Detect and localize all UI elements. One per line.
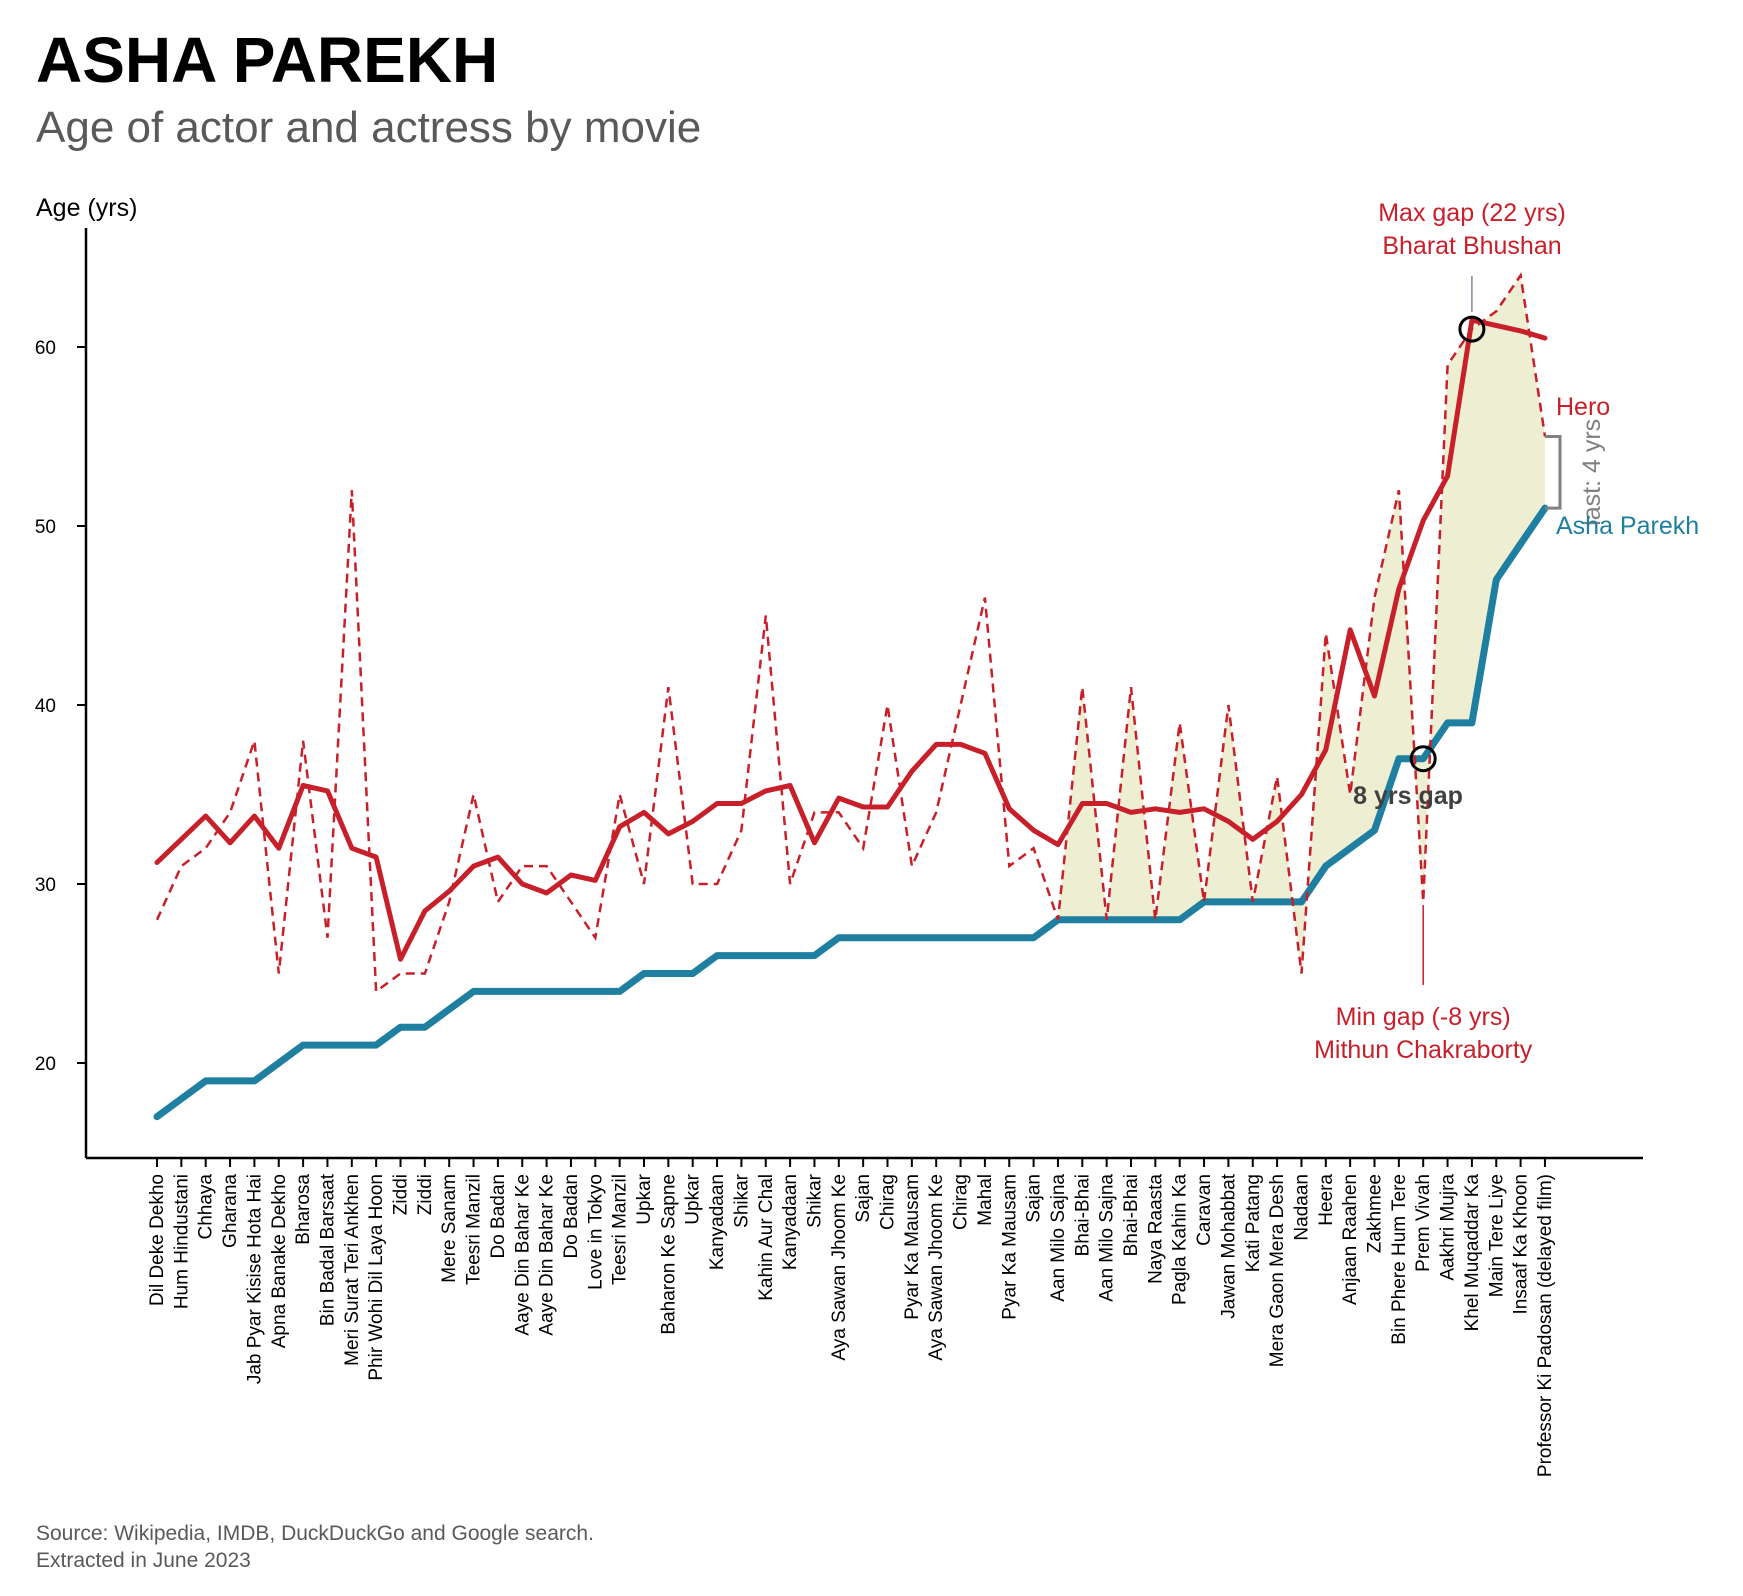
x-tick-label: Hum Hindustani — [171, 1174, 192, 1309]
y-tick-label: 40 — [35, 696, 56, 717]
chart-title: ASHA PAREKH — [36, 24, 498, 96]
x-tick-label: Gharana — [220, 1174, 241, 1248]
gap-label: 8 yrs gap — [1353, 782, 1463, 810]
x-tick-label: Chhaya — [196, 1174, 217, 1240]
gap-fill-layer — [1058, 275, 1545, 974]
x-tick-label: Shikar — [805, 1173, 826, 1228]
x-tick-label: Kanyadaan — [780, 1174, 801, 1270]
y-tick-label: 30 — [35, 875, 56, 896]
x-tick-label: Aan Milo Sajna — [1048, 1174, 1069, 1302]
chart-subtitle: Age of actor and actress by movie — [36, 103, 701, 152]
x-tick-label: Teesri Manzil — [464, 1174, 485, 1285]
x-tick-label: Main Tere Liye — [1486, 1174, 1507, 1297]
last-gap-label: last: 4 yrs — [1578, 419, 1606, 526]
x-tick-label: Mahal — [975, 1174, 996, 1226]
x-tick-label: Upkar — [634, 1173, 655, 1224]
x-tick-label: Sajan — [853, 1174, 874, 1223]
x-tick-label: Sajan — [1024, 1174, 1045, 1223]
x-tick-label: Chirag — [951, 1174, 972, 1230]
x-tick-label: Baharon Ke Sapne — [658, 1174, 679, 1335]
min-gap-name: Mithun Chakraborty — [1314, 1036, 1533, 1064]
x-tick-label: Khel Muqaddar Ka — [1462, 1174, 1483, 1332]
x-tick-label: Dil Deke Dekho — [147, 1174, 168, 1306]
x-tick-label: Anjaan Raahen — [1340, 1174, 1361, 1305]
annotations: Max gap (22 yrs) Bharat Bhushan Min gap (-… — [1314, 199, 1699, 1064]
x-tick-label: Bhai-Bhai — [1072, 1174, 1093, 1256]
x-tick-label: Zakhmee — [1365, 1174, 1386, 1253]
x-tick-label: Nadaan — [1292, 1174, 1313, 1241]
y-axis-label: Age (yrs) — [36, 194, 137, 222]
x-tick-label: Love in Tokyo — [585, 1174, 606, 1290]
hero-series-label: Hero — [1556, 393, 1610, 421]
x-tick-label: Aaye Din Bahar Ke — [512, 1174, 533, 1336]
x-tick-label: Bin Badal Barsaat — [318, 1173, 339, 1326]
x-tick-label: Ziddi — [391, 1174, 412, 1215]
x-tick-label: Pyar Ka Mausam — [999, 1174, 1020, 1320]
extraction-note: Extracted in June 2023 — [36, 1549, 251, 1572]
x-tick-label: Jab Pyar Kisise Hota Hai — [244, 1174, 265, 1384]
x-tick-label: Kanyadaan — [707, 1174, 728, 1270]
max-gap-name: Bharat Bhushan — [1382, 232, 1561, 260]
x-tick-label: Apna Banake Dekho — [269, 1174, 290, 1348]
x-tick-label: Insaaf Ka Khoon — [1511, 1174, 1532, 1315]
actress-age-line — [153, 504, 1549, 1121]
x-tick-label: Aya Sawan Jhoom Ke — [926, 1174, 947, 1361]
x-tick-label: Do Badan — [488, 1174, 509, 1259]
x-tick-label: Pyar Ka Mausam — [902, 1174, 923, 1320]
x-tick-label: Aan Milo Sajna — [1097, 1174, 1118, 1302]
x-tick-label: Jawan Mohabbat — [1218, 1173, 1239, 1318]
x-tick-label: Bhai-Bhai — [1121, 1174, 1142, 1256]
y-tick-label: 50 — [35, 517, 56, 538]
gap-fill-area — [1058, 275, 1545, 974]
series-layer — [153, 272, 1549, 1121]
x-tick-label: Shikar — [731, 1173, 752, 1228]
x-tick-label: Kahin Aur Chal — [756, 1174, 777, 1301]
x-tick-label: Bin Phere Hum Tere — [1389, 1174, 1410, 1345]
max-gap-marker — [1458, 315, 1486, 343]
x-tick-label: Phir Wohi Dil Laya Hoon — [366, 1174, 387, 1381]
source-note: Source: Wikipedia, IMDB, DuckDuckGo and … — [36, 1522, 594, 1545]
y-tick-label: 20 — [35, 1054, 56, 1075]
x-tick-label: Teesri Manzil — [610, 1174, 631, 1285]
hero-average-line — [154, 317, 1548, 962]
x-tick-label: Aaye Din Bahar Ke — [537, 1174, 558, 1336]
hero-age-dashed-line — [155, 272, 1547, 994]
x-tick-label: Ziddi — [415, 1174, 436, 1215]
last-gap-bracket — [1545, 435, 1562, 510]
x-tick-label: Kati Patang — [1243, 1174, 1264, 1272]
x-tick-label: Aakhri Mujra — [1438, 1174, 1459, 1281]
x-tick-label: Heera — [1316, 1174, 1337, 1226]
x-tick-label: Prem Vivah — [1413, 1174, 1434, 1272]
actress-series-label: Asha Parekh — [1556, 512, 1699, 540]
min-gap-marker — [1409, 745, 1437, 773]
y-tick-label: 60 — [35, 338, 56, 359]
x-tick-label: Caravan — [1194, 1174, 1215, 1246]
x-tick-label: Pagla Kahin Ka — [1170, 1174, 1191, 1305]
min-gap-label: Min gap (-8 yrs) — [1336, 1003, 1511, 1031]
x-tick-label: Aya Sawan Jhoom Ke — [829, 1174, 850, 1361]
x-tick-label: Professor Ki Padosan (delayed film) — [1535, 1174, 1556, 1477]
x-tick-label: Mere Sanam — [439, 1174, 460, 1283]
max-gap-label: Max gap (22 yrs) — [1378, 199, 1566, 227]
x-tick-label: Bharosa — [293, 1174, 314, 1245]
x-tick-label: Naya Raasta — [1145, 1174, 1166, 1284]
x-tick-label: Meri Surat Teri Ankhen — [342, 1174, 363, 1366]
x-tick-label: Upkar — [683, 1173, 704, 1224]
x-tick-label: Mera Gaon Mera Desh — [1267, 1174, 1288, 1367]
x-tick-label: Chirag — [878, 1174, 899, 1230]
x-tick-label: Do Badan — [561, 1174, 582, 1259]
